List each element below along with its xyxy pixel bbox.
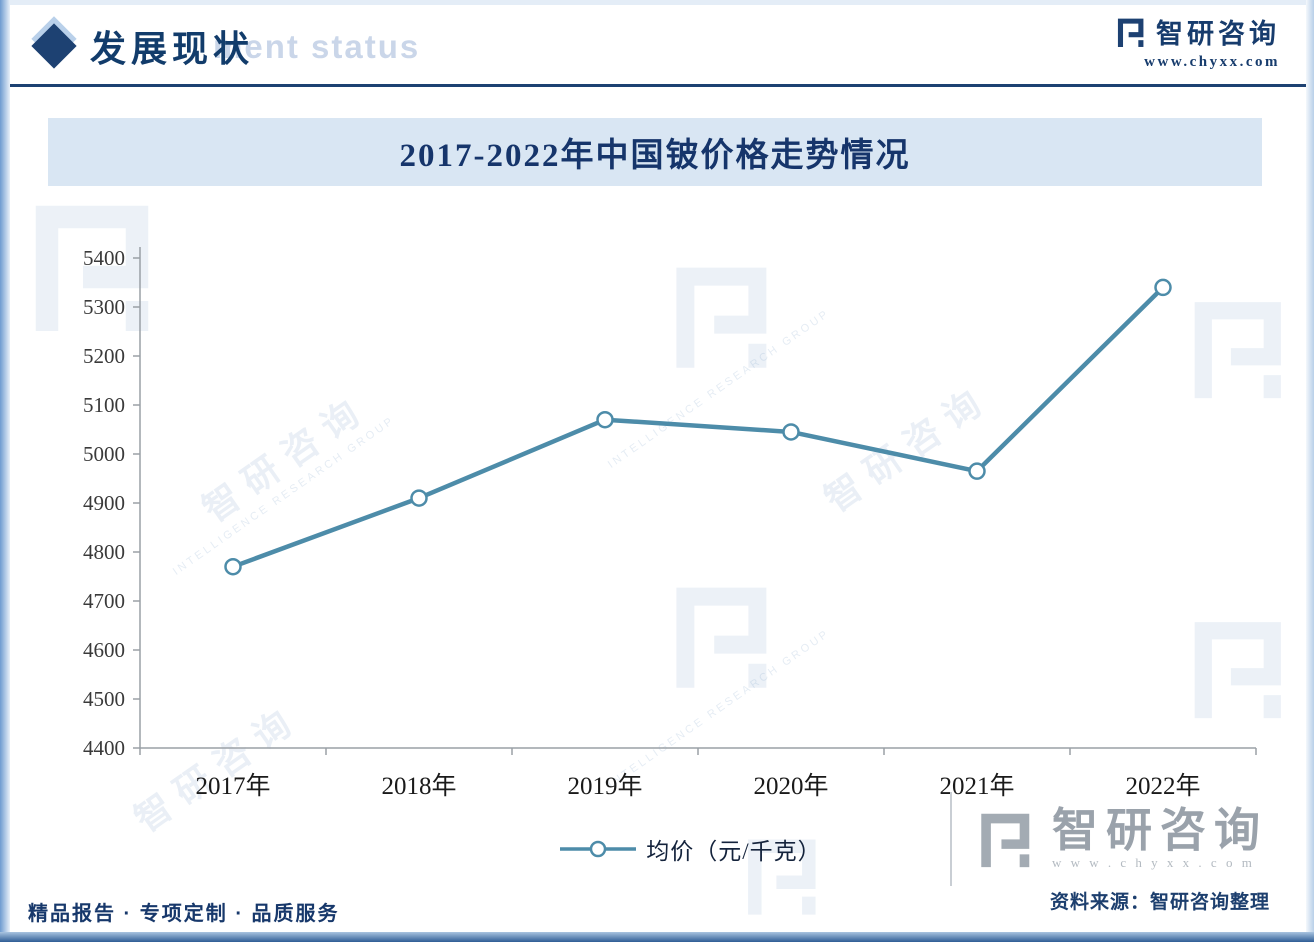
legend-marker-icon xyxy=(560,840,637,858)
page-header: ment status 发展现状 智研咨询 www.chyxx.com xyxy=(28,12,1280,76)
brand-name: 智研咨询 xyxy=(1156,19,1280,49)
chart-title-banner: 2017-2022年中国铍价格走势情况 xyxy=(48,118,1262,186)
svg-text:4800: 4800 xyxy=(83,540,125,564)
svg-text:4400: 4400 xyxy=(83,736,125,760)
footer-tagline: 精品报告 · 专项定制 · 品质服务 xyxy=(28,903,340,925)
brand-row: 智研咨询 xyxy=(1113,12,1280,51)
corner-brand-texts: 智研咨询 w w w . c h y x x . c o m xyxy=(1052,807,1268,871)
diamond-icon xyxy=(31,23,77,69)
svg-text:2017年: 2017年 xyxy=(195,772,270,800)
corner-brand-block: 智研咨询 w w w . c h y x x . c o m xyxy=(950,792,1268,886)
svg-text:2019年: 2019年 xyxy=(567,772,642,800)
svg-text:4700: 4700 xyxy=(83,589,125,613)
svg-text:4500: 4500 xyxy=(83,687,125,711)
page-title: 发展现状 xyxy=(90,28,255,69)
brand-url: www.chyxx.com xyxy=(1144,54,1280,70)
header-divider xyxy=(10,84,1306,87)
frame-right xyxy=(1306,0,1314,942)
svg-text:5000: 5000 xyxy=(83,442,125,466)
svg-text:4600: 4600 xyxy=(83,638,125,662)
svg-text:5400: 5400 xyxy=(83,246,125,270)
svg-text:5300: 5300 xyxy=(83,295,125,319)
brand-logo-icon xyxy=(972,807,1036,871)
chart-canvas: 4400 4500 4600 4700 4800 4900 5000 5100 5200 5300… xyxy=(83,246,1257,800)
svg-text:5200: 5200 xyxy=(83,344,125,368)
svg-text:2020年: 2020年 xyxy=(753,772,828,800)
frame-top xyxy=(0,0,1314,5)
svg-text:4900: 4900 xyxy=(83,491,125,515)
frame-bottom xyxy=(0,932,1314,942)
brand-logo: 智研咨询 www.chyxx.com xyxy=(1113,12,1280,71)
legend-label: 均价（元/千克） xyxy=(646,839,822,864)
svg-text:2018年: 2018年 xyxy=(381,772,456,800)
frame-left xyxy=(0,0,10,942)
svg-text:5100: 5100 xyxy=(83,393,125,417)
header-english-watermark: ment status xyxy=(213,28,421,65)
corner-brand-name: 智研咨询 xyxy=(1052,804,1268,856)
svg-text:2022年: 2022年 xyxy=(1125,772,1200,800)
brand-logo-icon xyxy=(1113,15,1147,49)
corner-brand-url: w w w . c h y x x . c o m xyxy=(1052,855,1255,870)
header-title-group: ment status 发展现状 xyxy=(28,12,418,72)
chart-title: 2017-2022年中国铍价格走势情况 xyxy=(399,138,911,174)
price-trend-chart: 4400 4500 4600 4700 4800 4900 5000 5100 5200 5300… xyxy=(30,210,1270,830)
data-source: 资料来源：智研咨询整理 xyxy=(1049,892,1270,913)
